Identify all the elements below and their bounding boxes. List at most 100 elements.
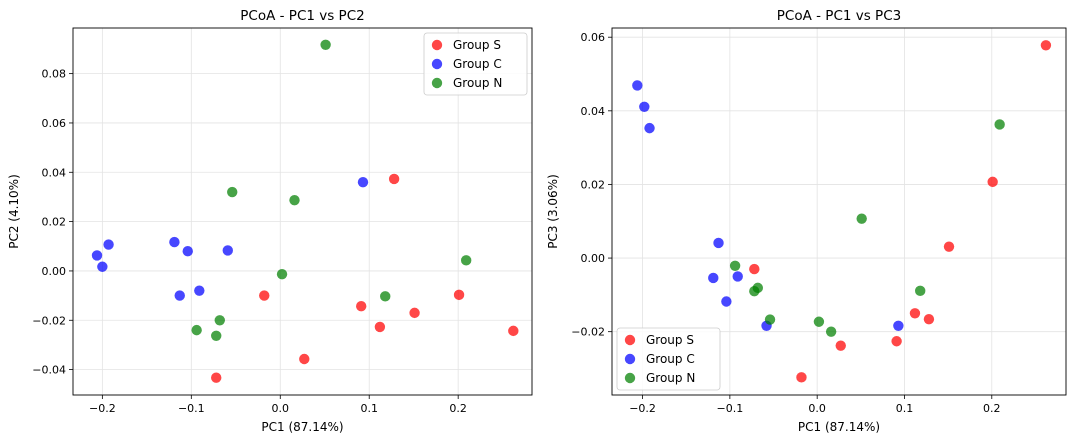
- data-point-group-s: [453, 289, 465, 301]
- y-tick-label: 0.06: [581, 31, 606, 44]
- data-point-group-s: [211, 372, 222, 383]
- legend-marker-group-c: [624, 353, 636, 365]
- x-tick-label: −0.1: [717, 402, 744, 415]
- x-tick-label: 0.0: [808, 402, 826, 415]
- data-point-group-c: [194, 285, 205, 296]
- chart-title: PCoA - PC1 vs PC3: [777, 8, 901, 24]
- y-tick-label: 0.02: [581, 178, 606, 191]
- data-point-group-s: [749, 263, 760, 275]
- data-point-group-n: [289, 194, 300, 206]
- data-point-group-c: [174, 290, 185, 301]
- data-point-group-c: [357, 176, 369, 188]
- data-point-group-n: [729, 260, 741, 271]
- legend-marker-group-n: [431, 77, 443, 89]
- y-tick-label: 0.04: [581, 105, 606, 118]
- data-point-group-n: [214, 315, 225, 326]
- legend: Group S Group C Group N: [423, 32, 528, 96]
- y-axis-label: PC2 (4.10%): [7, 174, 21, 249]
- data-point-group-n: [380, 291, 391, 302]
- plot-frame: [72, 27, 533, 396]
- data-point-group-s: [835, 340, 846, 351]
- data-point-group-n: [914, 285, 926, 297]
- y-tick-label: 0.00: [581, 252, 606, 265]
- x-tick-label: 0.2: [983, 402, 1001, 415]
- x-tick-label: −0.1: [178, 402, 205, 415]
- data-point-group-n: [813, 316, 825, 327]
- x-tick-label: −0.2: [89, 402, 116, 415]
- data-point-group-n: [460, 255, 472, 266]
- data-point-group-c: [222, 245, 233, 256]
- x-axis-label: PC1 (87.14%): [261, 420, 343, 434]
- legend-marker-group-s: [431, 39, 443, 51]
- legend-label-group-c: Group C: [646, 352, 695, 366]
- legend-label-group-c: Group C: [453, 57, 502, 71]
- data-point-group-s: [891, 336, 902, 347]
- legend-box: [423, 32, 528, 96]
- x-tick-label: 0.1: [360, 402, 378, 415]
- data-point-group-c: [182, 246, 193, 257]
- data-point-group-s: [923, 313, 935, 325]
- data-point-group-s: [388, 173, 400, 185]
- data-point-group-n: [825, 326, 837, 337]
- data-point-group-s: [909, 308, 921, 319]
- data-point-group-c: [713, 237, 724, 249]
- data-point-group-n: [211, 330, 222, 342]
- data-point-group-n: [764, 314, 776, 325]
- x-tick-label: 0.2: [449, 402, 467, 415]
- y-tick-label: 0.08: [42, 68, 67, 81]
- data-point-group-n: [749, 285, 760, 297]
- data-point-group-s: [1040, 40, 1052, 51]
- y-axis-label: PC3 (3.06%): [546, 174, 560, 249]
- data-point-group-s: [299, 353, 310, 365]
- data-point-group-s: [987, 176, 998, 188]
- x-axis-label: PC1 (87.14%): [798, 420, 880, 434]
- legend-box: [616, 327, 721, 391]
- x-tick-label: 0.0: [272, 402, 290, 415]
- y-tick-label: −0.04: [32, 364, 66, 377]
- legend-label-group-n: Group N: [646, 371, 695, 385]
- legend-label-group-n: Group N: [453, 76, 502, 90]
- data-point-group-s: [508, 325, 519, 337]
- legend-marker-group-c: [431, 58, 443, 70]
- y-tick-label: 0.04: [42, 166, 67, 179]
- data-point-group-s: [796, 372, 807, 383]
- data-point-group-n: [994, 119, 1005, 130]
- data-point-group-c: [721, 296, 732, 307]
- data-point-group-c: [91, 250, 103, 261]
- y-tick-label: 0.06: [42, 117, 67, 130]
- data-point-group-c: [732, 271, 743, 282]
- legend-marker-group-s: [624, 334, 636, 346]
- x-tick-label: 0.1: [896, 402, 914, 415]
- chart-panel-2: −0.2 −0.1 0.0 0.1 0.2 −0.02 0.00 0.02 0.04 0.06 PC…: [546, 8, 1067, 434]
- data-point-group-c: [169, 236, 180, 248]
- data-point-group-n: [227, 186, 238, 198]
- data-point-group-n: [191, 324, 202, 336]
- y-tick-label: 0.02: [42, 216, 67, 229]
- data-point-group-c: [644, 122, 655, 134]
- data-point-group-c: [103, 239, 114, 250]
- legend: Group S Group C Group N: [616, 327, 721, 391]
- data-point-group-s: [943, 241, 955, 252]
- data-point-group-c: [97, 261, 108, 272]
- x-tick-label: −0.2: [629, 402, 656, 415]
- y-tick-label: −0.02: [32, 314, 66, 327]
- data-point-group-c: [639, 101, 650, 112]
- data-point-group-s: [259, 290, 270, 301]
- legend-label-group-s: Group S: [646, 333, 694, 347]
- data-point-group-n: [856, 213, 867, 224]
- data-point-group-n: [320, 39, 331, 50]
- data-point-group-s: [409, 307, 420, 319]
- y-tick-label: −0.02: [571, 326, 605, 339]
- y-tick-label: 0.00: [42, 265, 67, 278]
- data-point-group-s: [356, 301, 367, 312]
- data-point-group-c: [708, 272, 719, 284]
- plot-frame: [611, 27, 1067, 396]
- chart-title: PCoA - PC1 vs PC2: [240, 8, 364, 24]
- data-point-group-n: [276, 268, 288, 280]
- data-point-group-c: [632, 80, 643, 91]
- legend-marker-group-n: [624, 372, 636, 384]
- chart-panel-1: −0.2 −0.1 0.0 0.1 0.2 −0.04 −0.02 0.00 0.02 0.04 0…: [7, 8, 533, 434]
- legend-label-group-s: Group S: [453, 38, 501, 52]
- data-point-group-c: [893, 320, 904, 331]
